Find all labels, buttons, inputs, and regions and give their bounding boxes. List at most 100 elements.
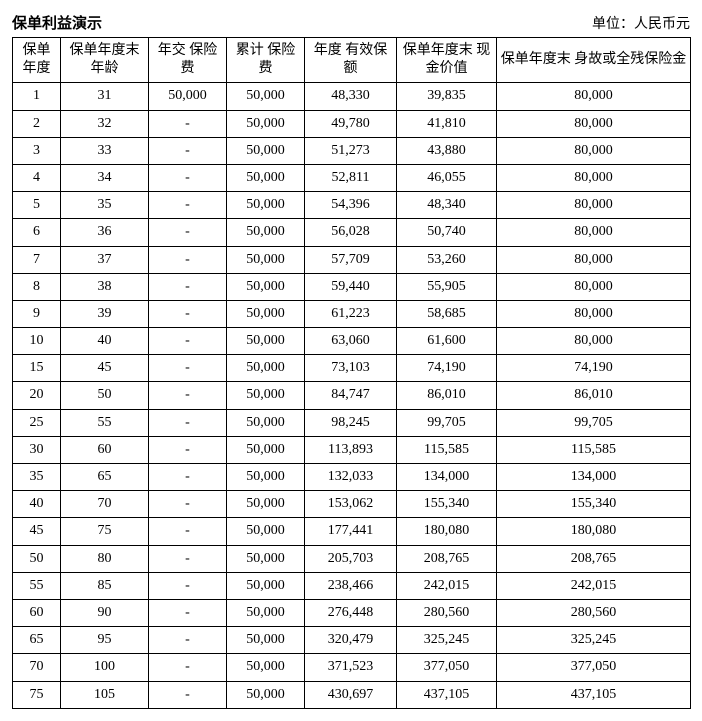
table-cell: -: [149, 627, 227, 654]
table-row: 4070-50,000153,062155,340155,340: [13, 491, 691, 518]
table-cell: 60: [61, 436, 149, 463]
table-cell: 8: [13, 273, 61, 300]
table-cell: 276,448: [305, 599, 397, 626]
table-cell: -: [149, 518, 227, 545]
table-cell: 75: [61, 518, 149, 545]
table-cell: 50,000: [227, 355, 305, 382]
table-cell: 60: [13, 599, 61, 626]
table-cell: 55,905: [397, 273, 497, 300]
table-cell: 430,697: [305, 681, 397, 708]
table-cell: 31: [61, 83, 149, 110]
table-cell: 180,080: [497, 518, 691, 545]
table-cell: 33: [61, 137, 149, 164]
table-row: 70100-50,000371,523377,050377,050: [13, 654, 691, 681]
table-cell: 45: [61, 355, 149, 382]
table-cell: 36: [61, 219, 149, 246]
table-cell: 58,685: [397, 300, 497, 327]
table-cell: 238,466: [305, 572, 397, 599]
table-cell: 115,585: [397, 436, 497, 463]
table-cell: 65: [13, 627, 61, 654]
table-cell: 80,000: [497, 164, 691, 191]
table-cell: 32: [61, 110, 149, 137]
table-cell: -: [149, 246, 227, 273]
table-cell: 50,000: [227, 164, 305, 191]
table-cell: -: [149, 273, 227, 300]
table-cell: 43,880: [397, 137, 497, 164]
table-cell: 40: [13, 491, 61, 518]
table-cell: -: [149, 328, 227, 355]
table-cell: 50,000: [227, 627, 305, 654]
table-cell: 325,245: [397, 627, 497, 654]
table-cell: 180,080: [397, 518, 497, 545]
table-cell: 50,000: [149, 83, 227, 110]
table-row: 5080-50,000205,703208,765208,765: [13, 545, 691, 572]
table-row: 4575-50,000177,441180,080180,080: [13, 518, 691, 545]
table-cell: -: [149, 681, 227, 708]
table-cell: 280,560: [497, 599, 691, 626]
table-cell: 50,000: [227, 328, 305, 355]
table-cell: 80,000: [497, 137, 691, 164]
table-cell: -: [149, 545, 227, 572]
table-cell: 105: [61, 681, 149, 708]
table-cell: 4: [13, 164, 61, 191]
table-cell: 38: [61, 273, 149, 300]
table-row: 6090-50,000276,448280,560280,560: [13, 599, 691, 626]
table-cell: 2: [13, 110, 61, 137]
table-cell: 115,585: [497, 436, 691, 463]
table-cell: 70: [61, 491, 149, 518]
table-cell: 208,765: [397, 545, 497, 572]
table-cell: 50,000: [227, 464, 305, 491]
table-cell: 134,000: [497, 464, 691, 491]
table-cell: -: [149, 491, 227, 518]
table-cell: 52,811: [305, 164, 397, 191]
table-cell: 280,560: [397, 599, 497, 626]
table-cell: 371,523: [305, 654, 397, 681]
table-cell: 51,273: [305, 137, 397, 164]
table-cell: 80: [61, 545, 149, 572]
table-cell: 177,441: [305, 518, 397, 545]
table-row: 1040-50,00063,06061,60080,000: [13, 328, 691, 355]
table-row: 636-50,00056,02850,74080,000: [13, 219, 691, 246]
table-cell: -: [149, 192, 227, 219]
table-cell: 80,000: [497, 246, 691, 273]
table-cell: 86,010: [397, 382, 497, 409]
table-cell: -: [149, 219, 227, 246]
table-cell: 437,105: [497, 681, 691, 708]
table-cell: 50,000: [227, 83, 305, 110]
table-cell: -: [149, 654, 227, 681]
table-cell: -: [149, 599, 227, 626]
table-cell: 54,396: [305, 192, 397, 219]
table-row: 13150,00050,00048,33039,83580,000: [13, 83, 691, 110]
unit-label: 单位：人民币元: [592, 13, 690, 33]
table-cell: 80,000: [497, 328, 691, 355]
col-header-policy-year: 保单 年度: [13, 38, 61, 83]
table-cell: 86,010: [497, 382, 691, 409]
table-cell: 153,062: [305, 491, 397, 518]
table-cell: 74,190: [497, 355, 691, 382]
table-cell: 80,000: [497, 300, 691, 327]
table-cell: 48,340: [397, 192, 497, 219]
table-cell: 74,190: [397, 355, 497, 382]
table-cell: 50,000: [227, 137, 305, 164]
table-cell: 377,050: [497, 654, 691, 681]
table-cell: 73,103: [305, 355, 397, 382]
table-cell: 30: [13, 436, 61, 463]
table-cell: 208,765: [497, 545, 691, 572]
table-cell: 46,055: [397, 164, 497, 191]
table-cell: 50,000: [227, 246, 305, 273]
table-row: 737-50,00057,70953,26080,000: [13, 246, 691, 273]
table-cell: 35: [61, 192, 149, 219]
table-cell: 377,050: [397, 654, 497, 681]
table-cell: 99,705: [497, 409, 691, 436]
table-cell: 53,260: [397, 246, 497, 273]
table-cell: 80,000: [497, 110, 691, 137]
table-row: 3060-50,000113,893115,585115,585: [13, 436, 691, 463]
table-row: 1545-50,00073,10374,19074,190: [13, 355, 691, 382]
table-cell: 80,000: [497, 219, 691, 246]
table-cell: 50,000: [227, 572, 305, 599]
table-cell: 50,000: [227, 545, 305, 572]
col-header-death-benefit: 保单年度末 身故或全残保险金: [497, 38, 691, 83]
table-row: 838-50,00059,44055,90580,000: [13, 273, 691, 300]
col-header-effective-sum: 年度 有效保额: [305, 38, 397, 83]
table-cell: 50: [61, 382, 149, 409]
